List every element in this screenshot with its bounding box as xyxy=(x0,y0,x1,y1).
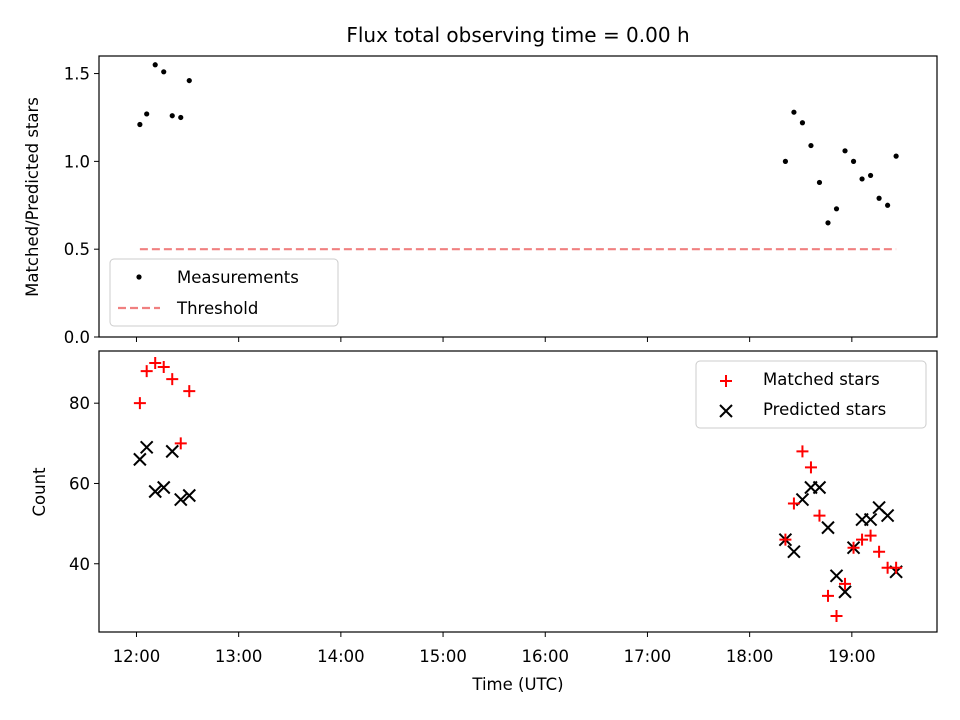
matched-stars-point xyxy=(830,609,843,622)
ratio-y-ticks: 0.0 0.5 1.0 1.5 xyxy=(64,65,99,347)
matched-stars-layer xyxy=(133,357,903,622)
predicted-stars-point xyxy=(174,492,188,507)
chart-title: Flux total observing time = 0.00 h xyxy=(346,23,689,47)
ratio-y-axis-label: Matched/Predicted stars xyxy=(23,97,42,297)
predicted-stars-point xyxy=(838,585,852,599)
predicted-stars-point xyxy=(821,520,835,535)
count-y-tick-label: 60 xyxy=(69,474,90,493)
matched-stars-point xyxy=(839,577,852,590)
matched-legend-label: Matched stars xyxy=(763,370,880,389)
ratio-panel-frame xyxy=(98,55,938,338)
measurements-layer xyxy=(137,62,899,226)
measurement-point xyxy=(825,220,831,226)
predicted-legend-label: Predicted stars xyxy=(763,400,886,419)
predicted-stars-point xyxy=(182,488,196,503)
predicted-stars-point xyxy=(133,452,147,467)
count-panel: 40 60 80 12:00 13:00 14:00 15:00 16:00 17:00 18:… xyxy=(30,350,938,694)
measurement-point xyxy=(152,62,158,68)
measurement-point xyxy=(144,111,150,117)
measurement-point xyxy=(867,172,874,179)
matched-stars-point xyxy=(873,545,886,558)
ratio-y-tick-label: 1.5 xyxy=(64,65,90,84)
matched-stars-point xyxy=(787,497,800,510)
measurement-point xyxy=(791,109,797,115)
measurement-point xyxy=(178,114,184,121)
measurement-point xyxy=(137,121,143,128)
predicted-stars-point xyxy=(139,440,154,455)
matched-stars-point xyxy=(174,437,187,450)
predicted-stars-point xyxy=(863,512,878,527)
predicted-stars-point xyxy=(787,545,801,559)
measurements-legend-marker xyxy=(136,274,142,280)
predicted-stars-point xyxy=(148,484,162,499)
count-y-tick-label: 40 xyxy=(69,555,90,574)
ratio-y-tick-label: 0.5 xyxy=(64,240,90,259)
count-y-tick-label: 80 xyxy=(69,394,90,413)
x-tick-label: 15:00 xyxy=(419,647,467,666)
matched-stars-point xyxy=(133,397,146,410)
measurement-point xyxy=(799,120,806,126)
x-tick-label: 13:00 xyxy=(215,647,263,666)
count-y-ticks: 40 60 80 xyxy=(69,394,99,574)
count-x-ticks: 12:00 13:00 14:00 15:00 16:00 17:00 18:00 19:00 xyxy=(113,632,876,666)
predicted-stars-point xyxy=(157,480,171,495)
matched-stars-point xyxy=(796,445,809,458)
predicted-stars-point xyxy=(829,569,844,583)
x-tick-label: 16:00 xyxy=(521,647,569,666)
ratio-legend-box xyxy=(109,258,339,327)
matched-stars-point xyxy=(804,461,817,474)
measurement-point xyxy=(842,148,848,154)
predicted-stars-point xyxy=(880,508,895,523)
threshold-legend-label: Threshold xyxy=(176,299,258,318)
measurement-point xyxy=(782,158,789,164)
ratio-x-ticks xyxy=(135,337,853,342)
matched-stars-point xyxy=(856,533,869,546)
ratio-legend: Measurements Threshold xyxy=(109,258,339,327)
x-tick-label: 17:00 xyxy=(624,647,672,666)
x-tick-label: 19:00 xyxy=(828,647,876,666)
count-panel-frame xyxy=(98,350,938,633)
measurement-point xyxy=(859,176,865,182)
matched-stars-point xyxy=(157,361,170,374)
matched-stars-point xyxy=(821,589,834,602)
matched-stars-point xyxy=(166,373,179,386)
matched-stars-point xyxy=(183,385,196,398)
measurement-point xyxy=(885,202,891,208)
measurement-point xyxy=(169,113,175,119)
measurement-point xyxy=(816,179,823,186)
matched-stars-point xyxy=(779,533,792,546)
count-legend: Matched stars Predicted stars xyxy=(695,360,927,429)
x-tick-label: 14:00 xyxy=(317,647,365,666)
measurement-point xyxy=(850,158,857,164)
predicted-legend-marker xyxy=(719,404,733,418)
matched-stars-point xyxy=(847,541,860,554)
predicted-stars-point xyxy=(812,480,827,495)
x-axis-label: Time (UTC) xyxy=(471,675,563,694)
matched-stars-point xyxy=(890,561,903,574)
measurement-point xyxy=(186,77,192,84)
matched-stars-point xyxy=(864,529,877,542)
matched-stars-point xyxy=(140,365,153,378)
count-legend-box xyxy=(695,360,927,429)
measurement-point xyxy=(808,142,814,149)
measurement-point xyxy=(876,195,882,201)
ratio-y-tick-label: 1.0 xyxy=(64,152,90,171)
ratio-panel: 0.0 0.5 1.0 1.5 Matched/Predicted stars Mea… xyxy=(23,55,938,347)
measurements-legend-label: Measurements xyxy=(177,268,299,287)
measurement-point xyxy=(833,206,840,212)
predicted-stars-layer xyxy=(133,440,903,599)
ratio-y-tick-label: 0.0 xyxy=(64,328,90,347)
predicted-stars-point xyxy=(165,444,179,459)
measurement-point xyxy=(161,69,167,75)
matched-stars-point xyxy=(149,357,162,370)
x-tick-label: 12:00 xyxy=(113,647,161,666)
count-y-axis-label: Count xyxy=(30,467,49,517)
matched-stars-point xyxy=(813,509,826,522)
matched-legend-marker xyxy=(720,375,732,387)
x-tick-label: 18:00 xyxy=(726,647,774,666)
measurement-point xyxy=(893,153,899,159)
